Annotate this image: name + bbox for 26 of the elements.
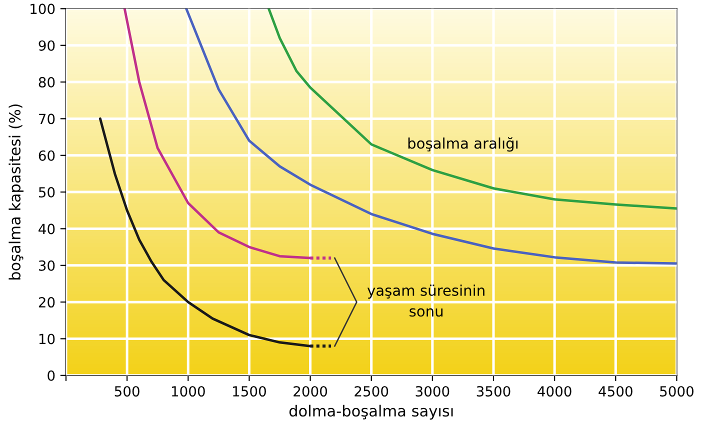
- y-tick-label: 40: [38, 224, 55, 234]
- line-series: [268, 8, 677, 210]
- x-tick-label: 1000: [172, 386, 205, 397]
- x-tick-label: 4000: [538, 386, 572, 397]
- line-series: [185, 8, 677, 265]
- y-tick-label: 70: [39, 114, 55, 124]
- x-tick-label: 5000: [660, 386, 694, 397]
- x-tick-label: 1500: [233, 386, 266, 397]
- y-tick-label: 90: [38, 40, 55, 51]
- y-tick-label: 10: [39, 334, 55, 344]
- annotation: boşalma aralığı: [408, 137, 518, 152]
- x-tick-label: 2000: [294, 386, 328, 397]
- y-tick-label: 20: [38, 297, 55, 308]
- x-tick-label: 500: [114, 386, 140, 397]
- y-tick-label: 80: [38, 76, 55, 88]
- x-tick-label: 3000: [416, 386, 450, 397]
- y-tick-label: 0: [48, 370, 55, 381]
- y-tick-label: 30: [38, 260, 55, 271]
- y-tick-label: 60: [38, 150, 55, 161]
- x-tick-label: 3500: [476, 386, 510, 397]
- x-tick-label: 2500: [354, 386, 388, 397]
- x-tick-label: 4500: [598, 386, 632, 397]
- x-axis-title: dolma-boşalma sayısı: [289, 404, 453, 420]
- y-tick-label: 50: [38, 187, 55, 198]
- y-axis-title: boşalma kapasitesi (%): [8, 104, 24, 280]
- y-tick-label: 100: [30, 4, 55, 14]
